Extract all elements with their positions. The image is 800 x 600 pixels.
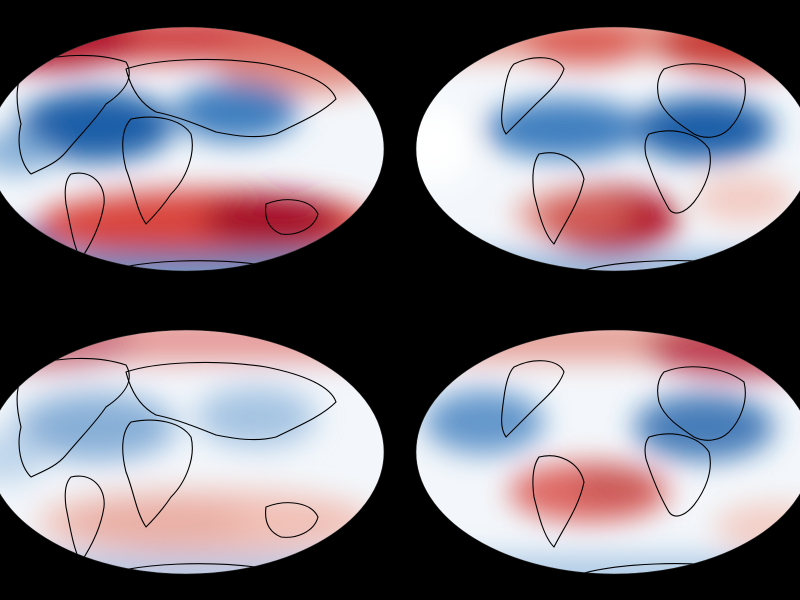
map-panel-top-right [415, 26, 800, 272]
globe-outline [0, 329, 385, 575]
globe-outline [415, 329, 800, 575]
globe-outline [415, 26, 800, 272]
map-panel-top-left [0, 26, 385, 272]
globe-background [416, 330, 800, 574]
map-panel-bottom-right [415, 329, 800, 575]
map-panel-bottom-left [0, 329, 385, 575]
globe-outline [0, 26, 385, 272]
